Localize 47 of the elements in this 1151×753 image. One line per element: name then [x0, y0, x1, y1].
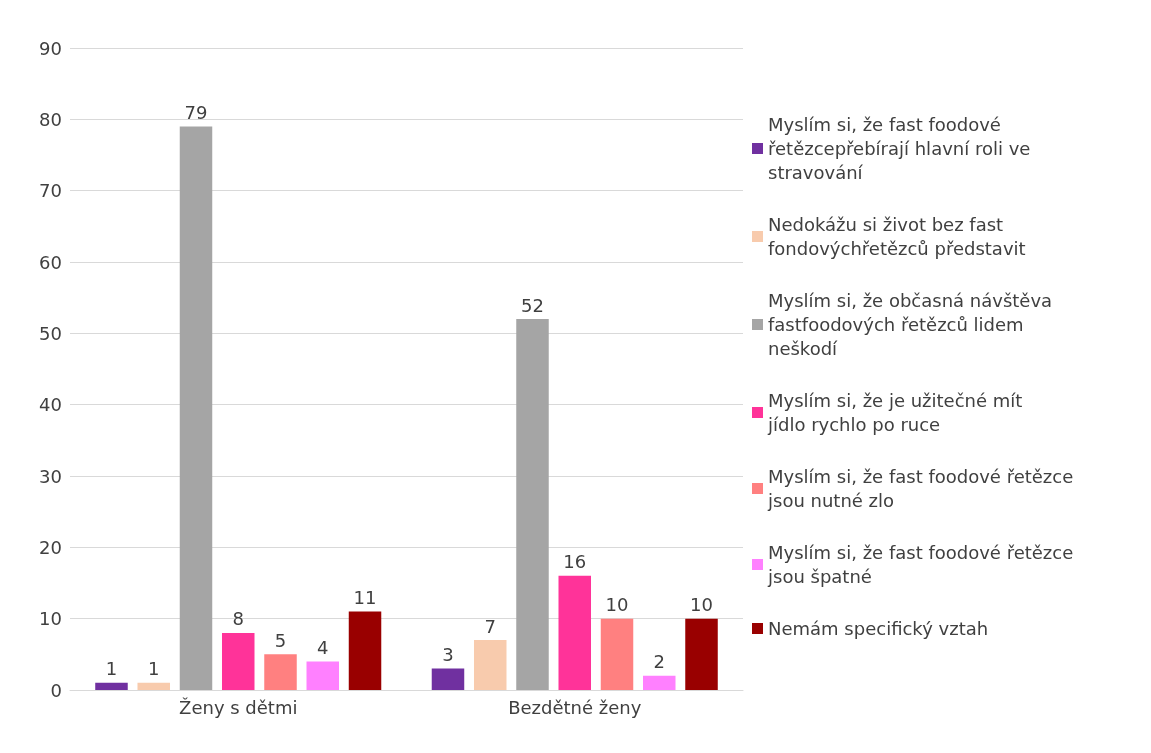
bar — [179, 126, 213, 690]
data-label: 4 — [317, 636, 329, 658]
bar — [222, 632, 255, 690]
data-label: 5 — [274, 629, 287, 651]
y-tick-label: 90 — [39, 37, 62, 59]
bar — [306, 661, 340, 690]
legend-label: Myslím si, že fast foodové řetězce jsou nutné zlo — [767, 466, 1080, 511]
data-label: 10 — [605, 594, 629, 616]
x-tick-label: Bezdětné ženy — [508, 696, 642, 718]
bar — [264, 654, 297, 690]
data-label: 7 — [484, 615, 496, 637]
data-label: 52 — [521, 294, 544, 316]
legend-label: Nemám specifický vztah — [768, 618, 989, 639]
data-label: 3 — [442, 644, 454, 666]
legend-label: Myslím si, že fast foodové řetězce jsou špatné — [767, 542, 1080, 587]
x-tick-label: Ženy s dětmi — [179, 696, 298, 718]
data-label: 79 — [184, 101, 208, 123]
y-tick-label: 70 — [39, 180, 62, 202]
data-label: 8 — [232, 608, 244, 630]
y-tick-label: 60 — [39, 251, 62, 273]
y-tick-label: 10 — [39, 608, 62, 630]
bar — [685, 618, 718, 690]
bar — [558, 575, 591, 690]
bar — [348, 611, 382, 690]
bar — [643, 675, 676, 690]
data-label: 1 — [105, 658, 118, 680]
y-tick-label: 50 — [39, 322, 62, 344]
bar — [473, 640, 507, 690]
bar — [516, 319, 549, 690]
legend-label: Myslím si, že občasná návštěva fastfoodových řetězců lidem neškodí — [768, 290, 1058, 359]
legend-label: Myslím si, že fast foodové řetězcepřebírají hlavní roli ve stravování — [768, 114, 1037, 183]
y-tick-label: 20 — [39, 536, 62, 558]
bar — [137, 682, 170, 690]
y-tick-label: 40 — [39, 394, 62, 416]
data-label: 11 — [353, 587, 377, 609]
y-tick-label: 30 — [39, 465, 62, 487]
data-label: 2 — [653, 651, 665, 673]
y-tick-label: 80 — [39, 108, 62, 130]
data-label: 10 — [690, 594, 713, 616]
bar — [95, 682, 128, 690]
y-tick-label: 0 — [50, 679, 62, 701]
legend-label: Myslím si, že je užitečné mít jídlo rychlo po ruce — [767, 390, 1029, 435]
legend-label: Nedokážu si život bez fast fondovýchřetězců představit — [768, 214, 1026, 259]
bar — [431, 668, 465, 690]
data-label: 1 — [148, 658, 160, 680]
bar — [600, 618, 634, 690]
data-label: 16 — [563, 551, 587, 573]
